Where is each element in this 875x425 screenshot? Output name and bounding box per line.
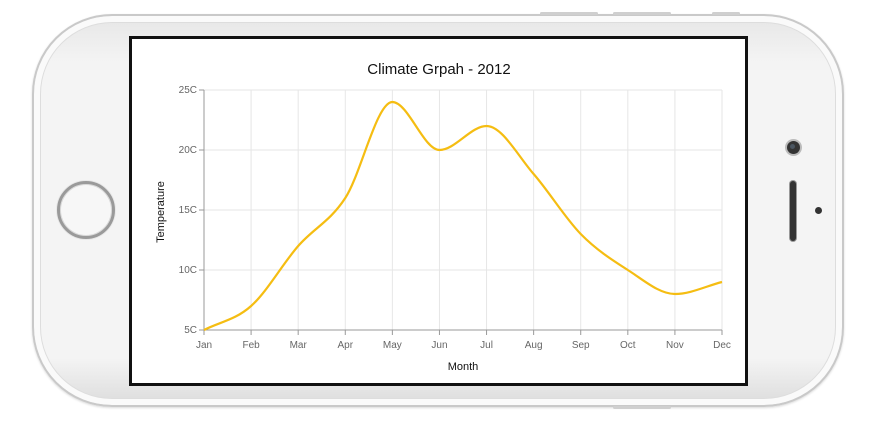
x-axis-label: Month — [448, 361, 479, 373]
side-button-2 — [613, 12, 671, 15]
side-button-4 — [613, 406, 671, 409]
series — [203, 100, 723, 331]
speaker-icon — [790, 181, 796, 241]
grid — [204, 89, 723, 330]
tick-labels: 5C 10C 15C 20C 25C Jan Feb Mar Apr May Jun Jul Aug Se… — [179, 85, 731, 351]
y-tick-label: 25C — [179, 85, 197, 96]
y-tick-label: 15C — [179, 205, 197, 216]
x-tick-label: May — [383, 340, 402, 351]
y-tick-label: 10C — [179, 265, 197, 276]
home-button[interactable] — [57, 181, 115, 239]
phone-screen: Climate Grpah - 2012 Temperature Month 5… — [129, 36, 748, 386]
x-tick-label: Jan — [196, 340, 212, 351]
x-tick-label: Aug — [525, 340, 543, 351]
side-button-1 — [540, 12, 598, 15]
x-tick-label: Feb — [242, 340, 260, 351]
x-tick-label: Dec — [713, 340, 731, 351]
x-tick-label: Apr — [337, 340, 353, 351]
climate-chart: Climate Grpah - 2012 Temperature Month 5… — [155, 61, 731, 373]
side-button-3 — [712, 12, 740, 15]
x-tick-label: Nov — [666, 340, 684, 351]
y-axis-label: Temperature — [155, 181, 167, 243]
sensor-icon — [815, 207, 822, 214]
chart-title: Climate Grpah - 2012 — [367, 61, 510, 78]
series-line — [203, 100, 723, 331]
y-tick-label: 5C — [184, 325, 197, 336]
x-tick-label: Jun — [431, 340, 447, 351]
axes — [199, 89, 723, 335]
y-tick-label: 20C — [179, 145, 197, 156]
front-camera-icon — [787, 141, 800, 154]
x-tick-label: Oct — [620, 340, 636, 351]
x-tick-label: Sep — [572, 340, 590, 351]
x-tick-label: Mar — [290, 340, 308, 351]
x-tick-label: Jul — [480, 340, 493, 351]
